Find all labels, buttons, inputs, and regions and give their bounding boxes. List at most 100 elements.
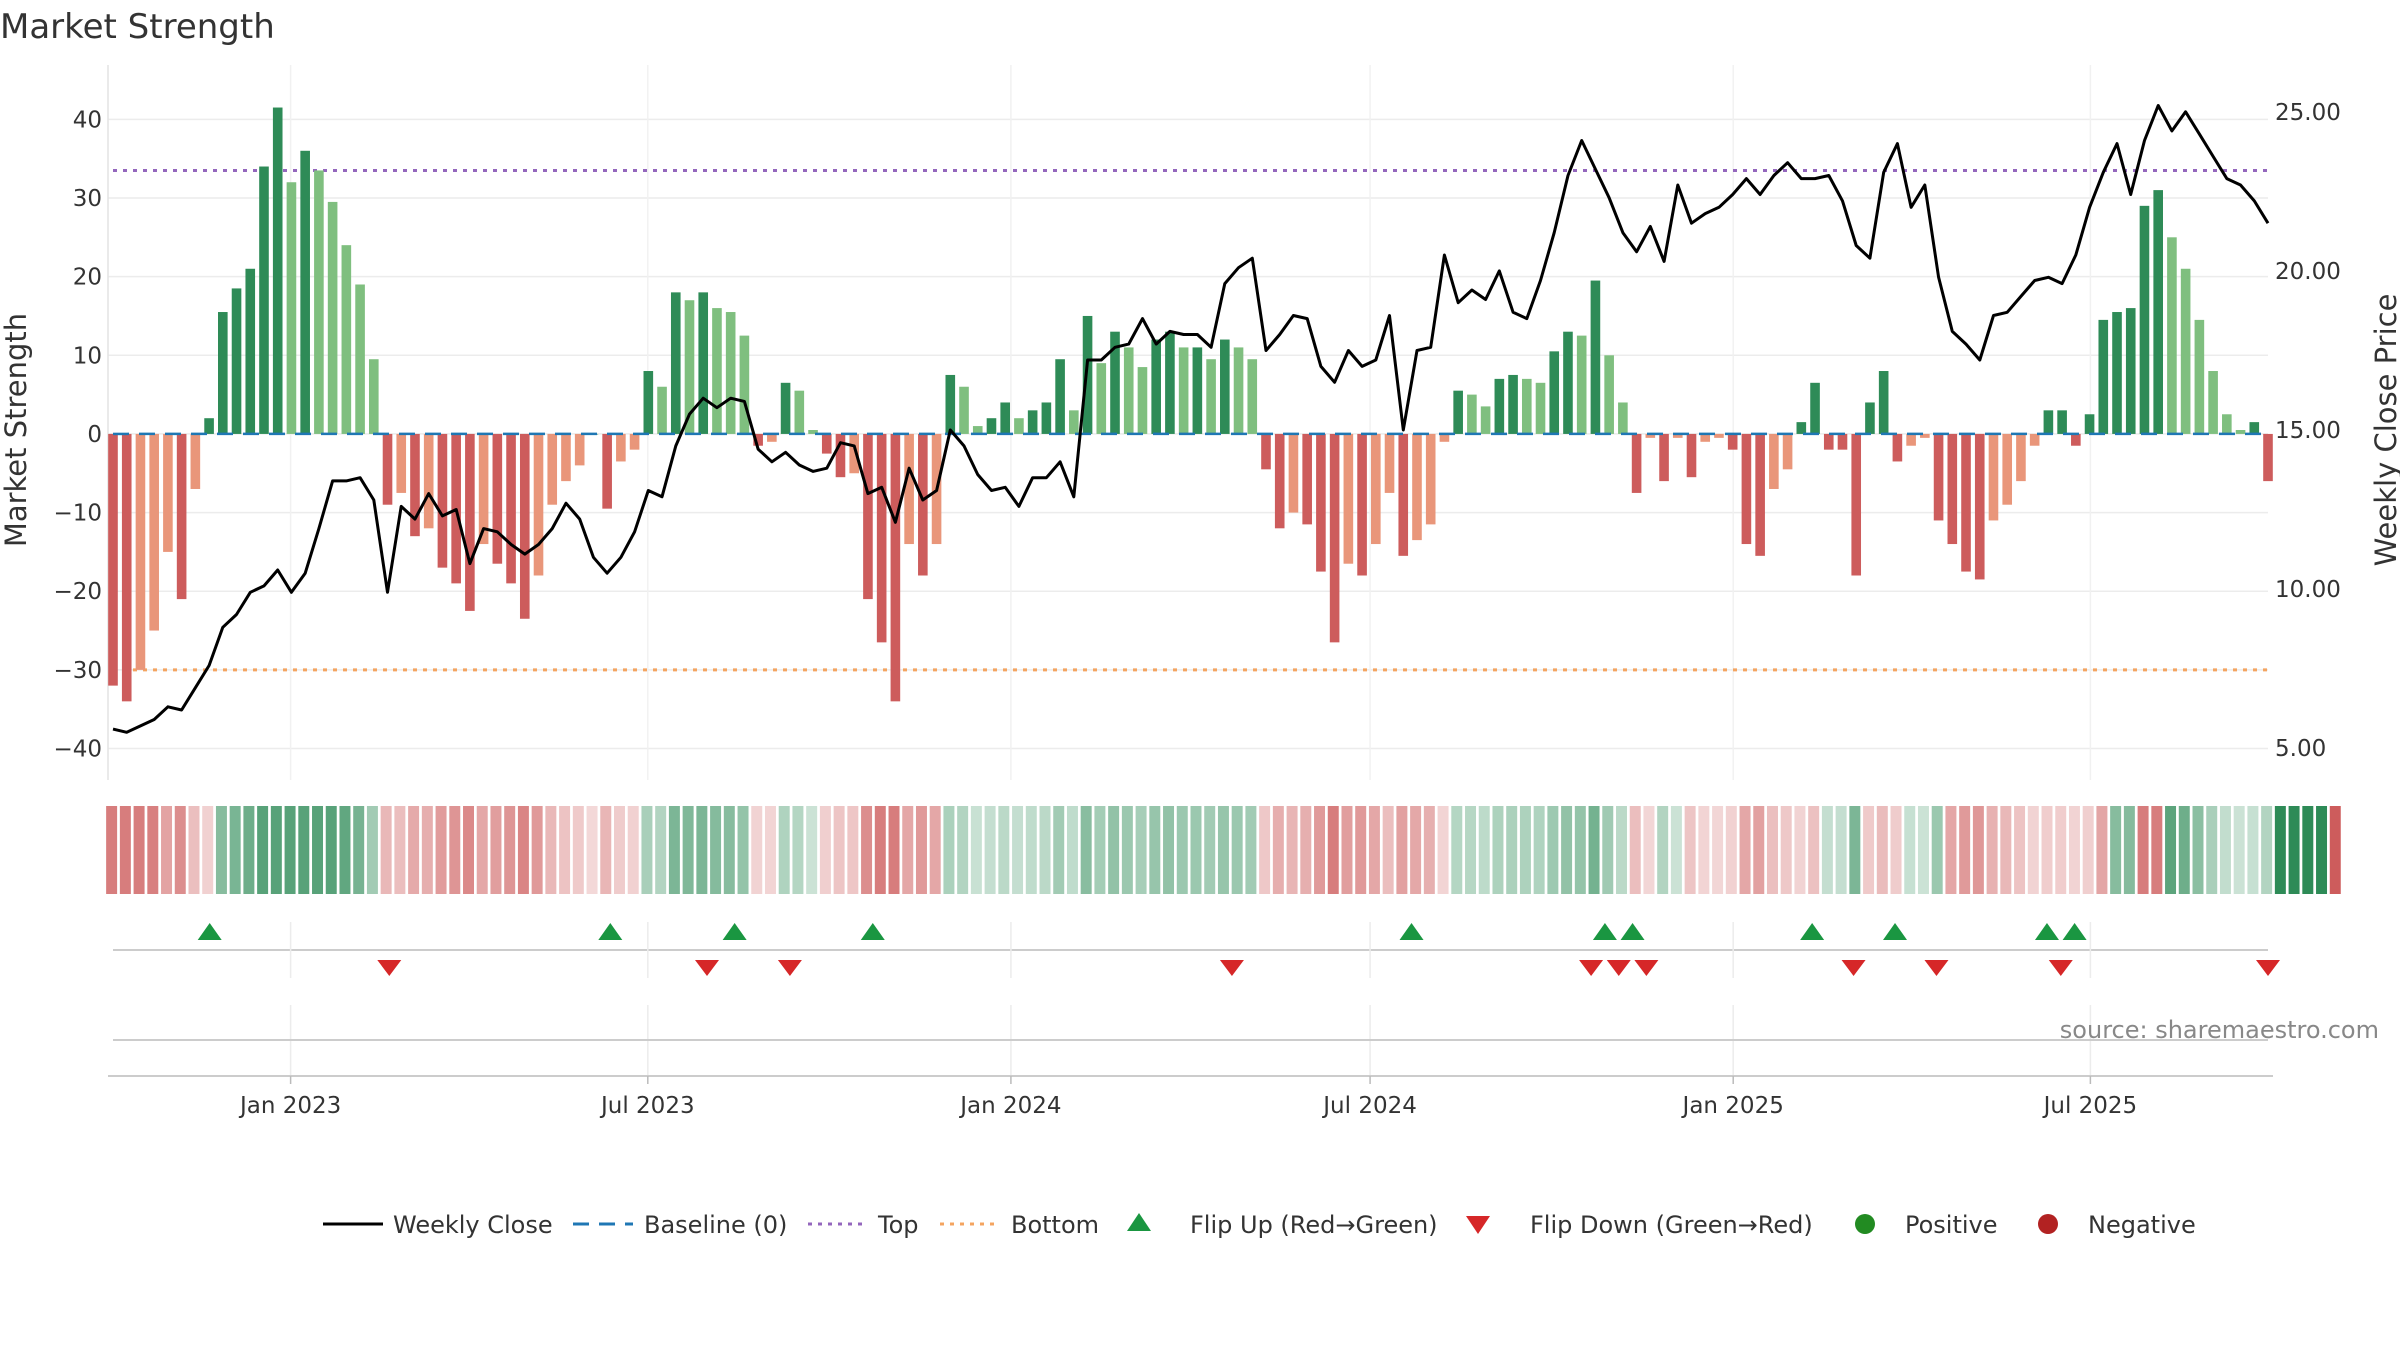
left-y-ticks: 40 30 20 10 0 −10 −20 −30 −40 (53, 107, 102, 762)
left-y-tick-label: −40 (53, 737, 102, 763)
strength-bar (1755, 433, 1765, 556)
heat-cell (1808, 806, 1820, 894)
strength-bar (1165, 331, 1175, 434)
heat-cell (2329, 806, 2341, 894)
heat-cell (819, 806, 831, 894)
heat-cell (394, 806, 406, 894)
heat-cell (1396, 806, 1408, 894)
heat-cell (270, 806, 282, 894)
strength-bar (2139, 205, 2150, 434)
heat-cell (1780, 806, 1792, 894)
strength-bar (1453, 390, 1463, 434)
strength-bar (218, 312, 228, 434)
flip-up-marker (1883, 923, 1908, 940)
heat-cell (1025, 806, 1037, 894)
x-tick-label: Jan 2023 (238, 1093, 341, 1119)
heat-cell (1561, 806, 1573, 894)
strength-bar (1494, 378, 1505, 434)
strength-bar (437, 433, 448, 568)
heat-cell (504, 806, 516, 894)
flip-up-marker (1592, 923, 1617, 940)
strength-bar (561, 433, 571, 482)
heat-cell (1451, 806, 1463, 894)
strength-bar (1343, 433, 1354, 564)
left-y-tick-label: −10 (53, 501, 102, 527)
heat-cell (161, 806, 173, 894)
legend-flip-up-swatch (1127, 1213, 1151, 1231)
strength-bar (1151, 339, 1161, 434)
flip-down-marker (377, 960, 402, 976)
heat-cell (1066, 806, 1078, 894)
heat-cell (586, 806, 598, 894)
heat-cell (1849, 806, 1861, 894)
heat-cell (984, 806, 996, 894)
heat-cell (668, 806, 680, 894)
flip-down-marker (777, 960, 802, 976)
strength-bar (410, 433, 420, 537)
heat-cell (1327, 806, 1339, 894)
heat-cell (1904, 806, 1916, 894)
strength-bar (190, 433, 201, 489)
strength-bar (314, 170, 324, 434)
heat-cell (1766, 806, 1778, 894)
strength-bar (794, 390, 805, 434)
strength-bar (2057, 410, 2067, 434)
flip-up-marker (598, 923, 623, 940)
strength-bar (478, 433, 489, 545)
heat-cell (2165, 806, 2177, 894)
heat-cell (421, 806, 433, 894)
flip-up-marker (1800, 923, 1825, 940)
x-tick-label: Jul 2025 (2042, 1093, 2138, 1119)
legend-negative-label: Negative (2088, 1211, 2196, 1239)
heat-cell (1506, 806, 1518, 894)
strength-bar (1741, 433, 1752, 545)
heat-cell (2096, 806, 2108, 894)
strength-bar (1357, 433, 1367, 576)
heat-cell (1259, 806, 1271, 894)
heat-cell (2027, 806, 2039, 894)
left-y-tick-label: −20 (53, 579, 102, 605)
strength-bar (1974, 433, 1985, 580)
heat-cell (2082, 806, 2094, 894)
heat-cell (243, 806, 255, 894)
strength-bar (300, 150, 310, 434)
strength-bar (492, 433, 503, 564)
flip-down-marker (2256, 960, 2280, 976)
strength-bar (739, 335, 750, 434)
heat-cell (641, 806, 653, 894)
strength-bar (1851, 433, 1862, 576)
heat-cell (366, 806, 378, 894)
heat-cell (257, 806, 269, 894)
heat-cell (1684, 806, 1696, 894)
strength-bar (1659, 433, 1669, 482)
strength-bar (1384, 433, 1395, 493)
strength-bar (2263, 433, 2273, 482)
heat-cell (1314, 806, 1326, 894)
legend-positive-label: Positive (1905, 1211, 1998, 1239)
strength-bar (1000, 402, 1011, 434)
strength-bar (2222, 414, 2232, 434)
x-tick-label: Jul 2023 (599, 1093, 695, 1119)
strength-bar (2235, 430, 2246, 434)
strength-bar (657, 386, 667, 434)
strength-bar (753, 433, 763, 446)
strength-bar (1947, 433, 1958, 545)
heat-cell (298, 806, 310, 894)
heat-cell (2151, 806, 2163, 894)
strength-bar (972, 426, 983, 434)
flip-up-marker (197, 923, 222, 940)
strength-bar (1549, 351, 1560, 434)
heat-cell (888, 806, 900, 894)
strength-bar (519, 433, 530, 619)
strength-bar (629, 433, 640, 450)
strength-bar (1535, 382, 1546, 434)
strength-bar (245, 268, 256, 434)
strength-bar (1041, 402, 1052, 434)
strength-bar (616, 433, 626, 462)
heat-cell (2041, 806, 2053, 894)
strength-bar (1618, 402, 1628, 434)
legend-weekly-close-label: Weekly Close (393, 1211, 553, 1239)
heat-cell (229, 806, 241, 894)
legend-baseline-label: Baseline (0) (644, 1211, 787, 1239)
heat-cell (1794, 806, 1806, 894)
